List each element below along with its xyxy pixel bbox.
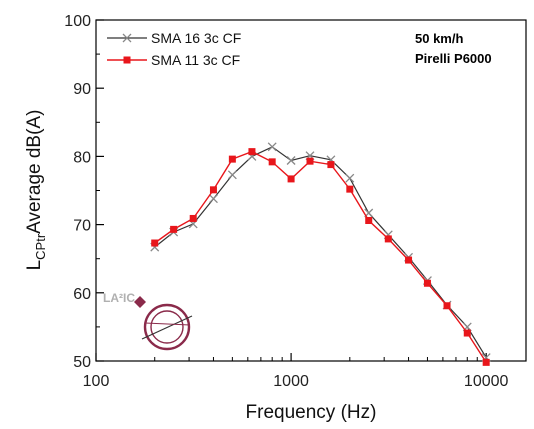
legend-label-sma11: SMA 11 3c CF bbox=[151, 52, 240, 68]
data-point-sma11 bbox=[287, 175, 295, 183]
data-point-sma16 bbox=[286, 156, 296, 165]
data-point-sma11 bbox=[346, 185, 354, 193]
data-point-sma11 bbox=[170, 225, 178, 233]
annotation-speed: 50 km/h bbox=[415, 31, 463, 46]
y-axis-title-rest: Average dB(A) bbox=[24, 110, 45, 234]
y-tick-label: 100 bbox=[64, 13, 91, 30]
y-tick-label: 70 bbox=[73, 218, 91, 235]
annotation-tyre: Pirelli P6000 bbox=[415, 51, 492, 66]
y-tick-label: 60 bbox=[73, 286, 91, 303]
data-point-sma11 bbox=[443, 302, 451, 310]
data-point-sma11 bbox=[189, 214, 197, 222]
x-axis-title: Frequency (Hz) bbox=[246, 402, 377, 423]
data-point-sma11 bbox=[463, 329, 471, 337]
y-tick-label: 50 bbox=[73, 354, 91, 371]
x-tick-label: 10000 bbox=[464, 373, 509, 390]
data-point-sma16 bbox=[208, 194, 218, 204]
data-point-sma11 bbox=[228, 155, 236, 163]
data-point-sma11 bbox=[151, 239, 159, 247]
logo-diamond-icon bbox=[134, 296, 146, 308]
y-axis-title-subscript: CPtr bbox=[33, 233, 48, 260]
data-point-sma16 bbox=[267, 142, 277, 152]
legend: SMA 16 3c CF SMA 11 3c CF bbox=[107, 30, 241, 68]
plot-frame bbox=[95, 19, 527, 362]
data-point-sma11 bbox=[423, 279, 431, 287]
data-point-sma11 bbox=[248, 148, 256, 156]
data-point-sma11 bbox=[384, 235, 392, 243]
series-line-sma16 bbox=[154, 146, 487, 358]
y-axis-title: LCPtrAverage dB(A) bbox=[24, 110, 48, 271]
logo-slash-icon bbox=[141, 315, 193, 340]
data-point-sma16 bbox=[227, 170, 237, 180]
y-axis-title-main: L bbox=[24, 260, 45, 271]
x-tick-label: 100 bbox=[83, 373, 110, 390]
logo-line-icon bbox=[144, 322, 191, 326]
series-line-sma11 bbox=[154, 150, 487, 363]
series-layer bbox=[150, 142, 491, 366]
y-tick-label: 80 bbox=[73, 149, 91, 166]
data-point-sma11 bbox=[482, 358, 490, 366]
la2ic-logo: LA²IC bbox=[103, 291, 193, 351]
data-point-sma16 bbox=[345, 173, 355, 183]
data-point-sma11 bbox=[365, 217, 373, 225]
x-tick-label: 1000 bbox=[273, 373, 309, 390]
logo-text: LA²IC bbox=[103, 291, 135, 305]
data-point-sma11 bbox=[306, 157, 314, 165]
axis-tick-labels: 100 1000 10000 50 60 70 80 90 100 bbox=[64, 13, 508, 390]
legend-marker-sma11 bbox=[123, 56, 131, 64]
legend-marker-sma16 bbox=[122, 33, 132, 43]
logo-inner-ring-icon bbox=[150, 310, 184, 344]
data-point-sma11 bbox=[327, 161, 335, 169]
y-tick-label: 90 bbox=[73, 81, 91, 98]
legend-label-sma16: SMA 16 3c CF bbox=[151, 30, 241, 46]
data-point-sma11 bbox=[405, 256, 413, 264]
data-point-sma11 bbox=[209, 186, 217, 194]
data-point-sma11 bbox=[268, 158, 276, 166]
axis-ticks bbox=[95, 19, 487, 362]
logo-ring-icon bbox=[143, 303, 191, 351]
